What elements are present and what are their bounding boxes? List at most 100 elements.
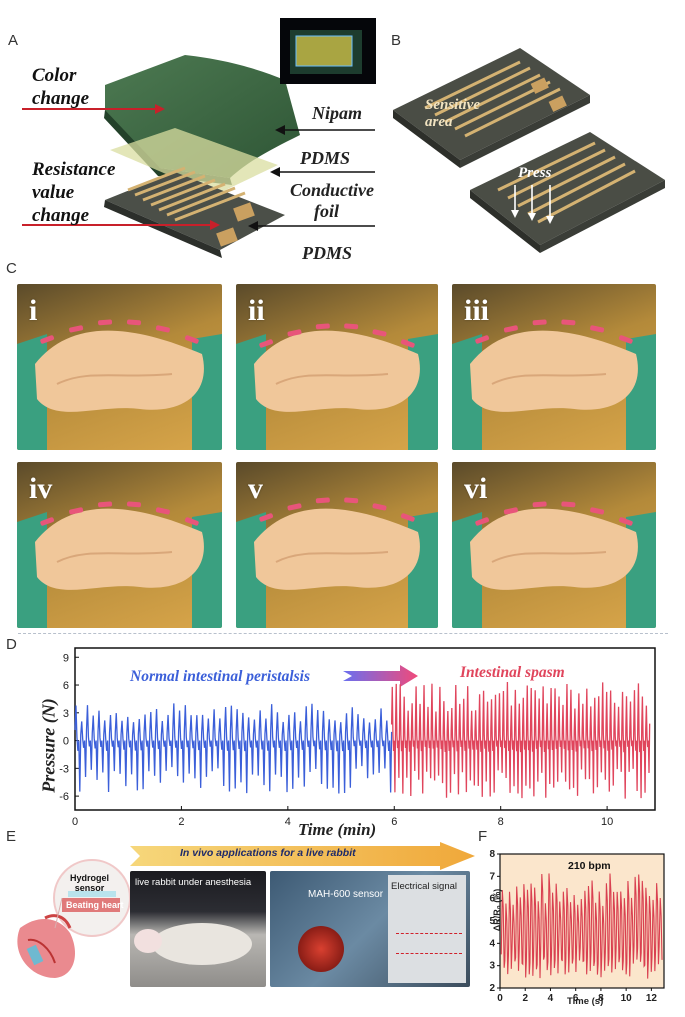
f-xtick-label: 2 <box>522 993 528 1004</box>
pink-marker <box>126 319 141 326</box>
rabbit-head <box>134 929 162 953</box>
d-ytick-label: 0 <box>63 736 69 748</box>
f-xtick-label: 10 <box>621 993 633 1004</box>
panel-a-illustration <box>22 18 376 258</box>
tissue-photo-vi: vi <box>452 462 656 628</box>
banner-text: In vivo applications for a live rabbit <box>180 847 356 859</box>
f-ytick-label: 3 <box>489 961 495 972</box>
hydrogel-line1: Hydrogel <box>70 873 110 883</box>
pink-marker <box>98 501 113 508</box>
f-ytick-label: 2 <box>489 983 495 994</box>
photo-label-iv: iv <box>29 472 53 505</box>
layer-pdms-bottom-label: PDMS <box>302 243 353 263</box>
color-change-line2: change <box>32 88 89 109</box>
pink-marker <box>155 507 170 515</box>
resistance-change-label: Resistance value change <box>32 158 115 227</box>
pink-marker <box>532 319 547 326</box>
f-ytick-label: 4 <box>489 938 495 949</box>
pink-marker <box>315 497 330 504</box>
photo-label-iii: iii <box>464 294 490 327</box>
panel-label-f: F <box>478 828 488 845</box>
d-ytick-label: 3 <box>63 708 69 720</box>
pressure-axis-label: Pressure (N) <box>38 698 59 793</box>
pink-marker <box>503 325 518 333</box>
panel-label-c: C <box>6 260 17 277</box>
d-xtick-label: 10 <box>601 816 613 828</box>
pink-marker <box>372 329 387 337</box>
resistance-line1: Resistance <box>32 159 116 180</box>
photo-label-ii: ii <box>248 294 265 327</box>
normal-peristalsis-series <box>74 703 393 794</box>
tissue-photo-iv: iv <box>17 462 222 628</box>
pink-marker <box>259 339 274 348</box>
photo-label-vi: vi <box>464 472 488 505</box>
panel-label-e: E <box>6 828 17 845</box>
layer-nipam-label: Nipam <box>312 103 363 123</box>
signal-line-2 <box>396 953 462 954</box>
photo-label-v: v <box>248 472 263 505</box>
f-ytick-label: 8 <box>489 849 495 860</box>
banner-arrow-shape <box>130 842 475 870</box>
pink-marker <box>69 325 84 333</box>
d-xtick-label: 0 <box>72 816 78 828</box>
layer-pdms-top-label: PDMS <box>300 148 351 168</box>
tissue-drawing <box>452 319 656 450</box>
tissue-photo-v: v <box>236 462 438 628</box>
electrical-signal-label: Electrical signal <box>391 881 457 892</box>
spasm-series <box>390 682 651 799</box>
pink-marker <box>315 323 330 330</box>
f-xtick-label: 12 <box>646 993 658 1004</box>
pink-marker <box>372 503 387 511</box>
panel-b-illustration <box>393 48 665 253</box>
f-xtick-label: 4 <box>548 993 554 1004</box>
pink-marker <box>259 513 274 522</box>
beating-heart-label: Beating heart <box>66 900 124 910</box>
f-xtick-label: 8 <box>598 993 604 1004</box>
rabbit-caption: live rabbit under anesthesia <box>135 877 252 888</box>
pink-marker <box>126 501 141 508</box>
pink-marker <box>40 335 55 344</box>
d-ytick-label: 9 <box>63 652 69 664</box>
pink-marker <box>344 497 359 504</box>
panel-label-b: B <box>391 32 402 49</box>
tissue-photo-iii: iii <box>452 284 656 450</box>
f-ytick-label: 5 <box>489 916 495 927</box>
time-axis-label: Time (min) <box>298 820 377 839</box>
pink-marker <box>618 335 633 344</box>
pink-marker <box>503 507 518 515</box>
conductive-line1: Conductive <box>290 180 374 200</box>
layer-conductive-label: Conductive foil <box>290 180 374 222</box>
surgery-photo: MAH-600 sensor Electrical signal <box>270 871 470 987</box>
transition-arrow <box>343 665 418 687</box>
pink-marker <box>475 335 490 344</box>
resistance-line2: value <box>32 182 75 203</box>
tissue-drawing <box>236 497 438 628</box>
f-xtick-label: 6 <box>573 993 579 1004</box>
normal-peristalsis-label: Normal intestinal peristalsis <box>130 668 311 685</box>
heart-signal-series <box>500 873 663 979</box>
resistance-line3: change <box>32 205 89 226</box>
d-xtick-label: 2 <box>178 816 184 828</box>
color-change-label: Color change <box>32 64 89 110</box>
tissue-drawing <box>17 319 222 450</box>
tissue-drawing <box>17 501 222 628</box>
pink-marker <box>98 319 113 326</box>
pink-marker <box>344 323 359 330</box>
d-xtick-label: 4 <box>285 816 291 828</box>
f-ytick-label: 6 <box>489 894 495 905</box>
pink-marker <box>475 517 490 526</box>
press-label: Press <box>518 165 552 181</box>
d-ytick-label: -3 <box>59 763 69 775</box>
sensitive-area-label: Sensitive area <box>425 97 480 131</box>
surgery-site <box>298 926 344 972</box>
d-xtick-label: 8 <box>498 816 504 828</box>
photo-label-i: i <box>29 294 38 327</box>
sensitive-line2: area <box>425 114 453 130</box>
f-ylabel: ΔR/R₀ (%) <box>492 888 502 932</box>
intestinal-spasm-label: Intestinal spasm <box>460 664 565 681</box>
hydrogel-line2: sensor <box>74 883 105 893</box>
tissue-drawing <box>236 323 438 450</box>
rabbit-body <box>152 923 252 965</box>
sensor-name-label: MAH-600 sensor <box>308 889 384 900</box>
